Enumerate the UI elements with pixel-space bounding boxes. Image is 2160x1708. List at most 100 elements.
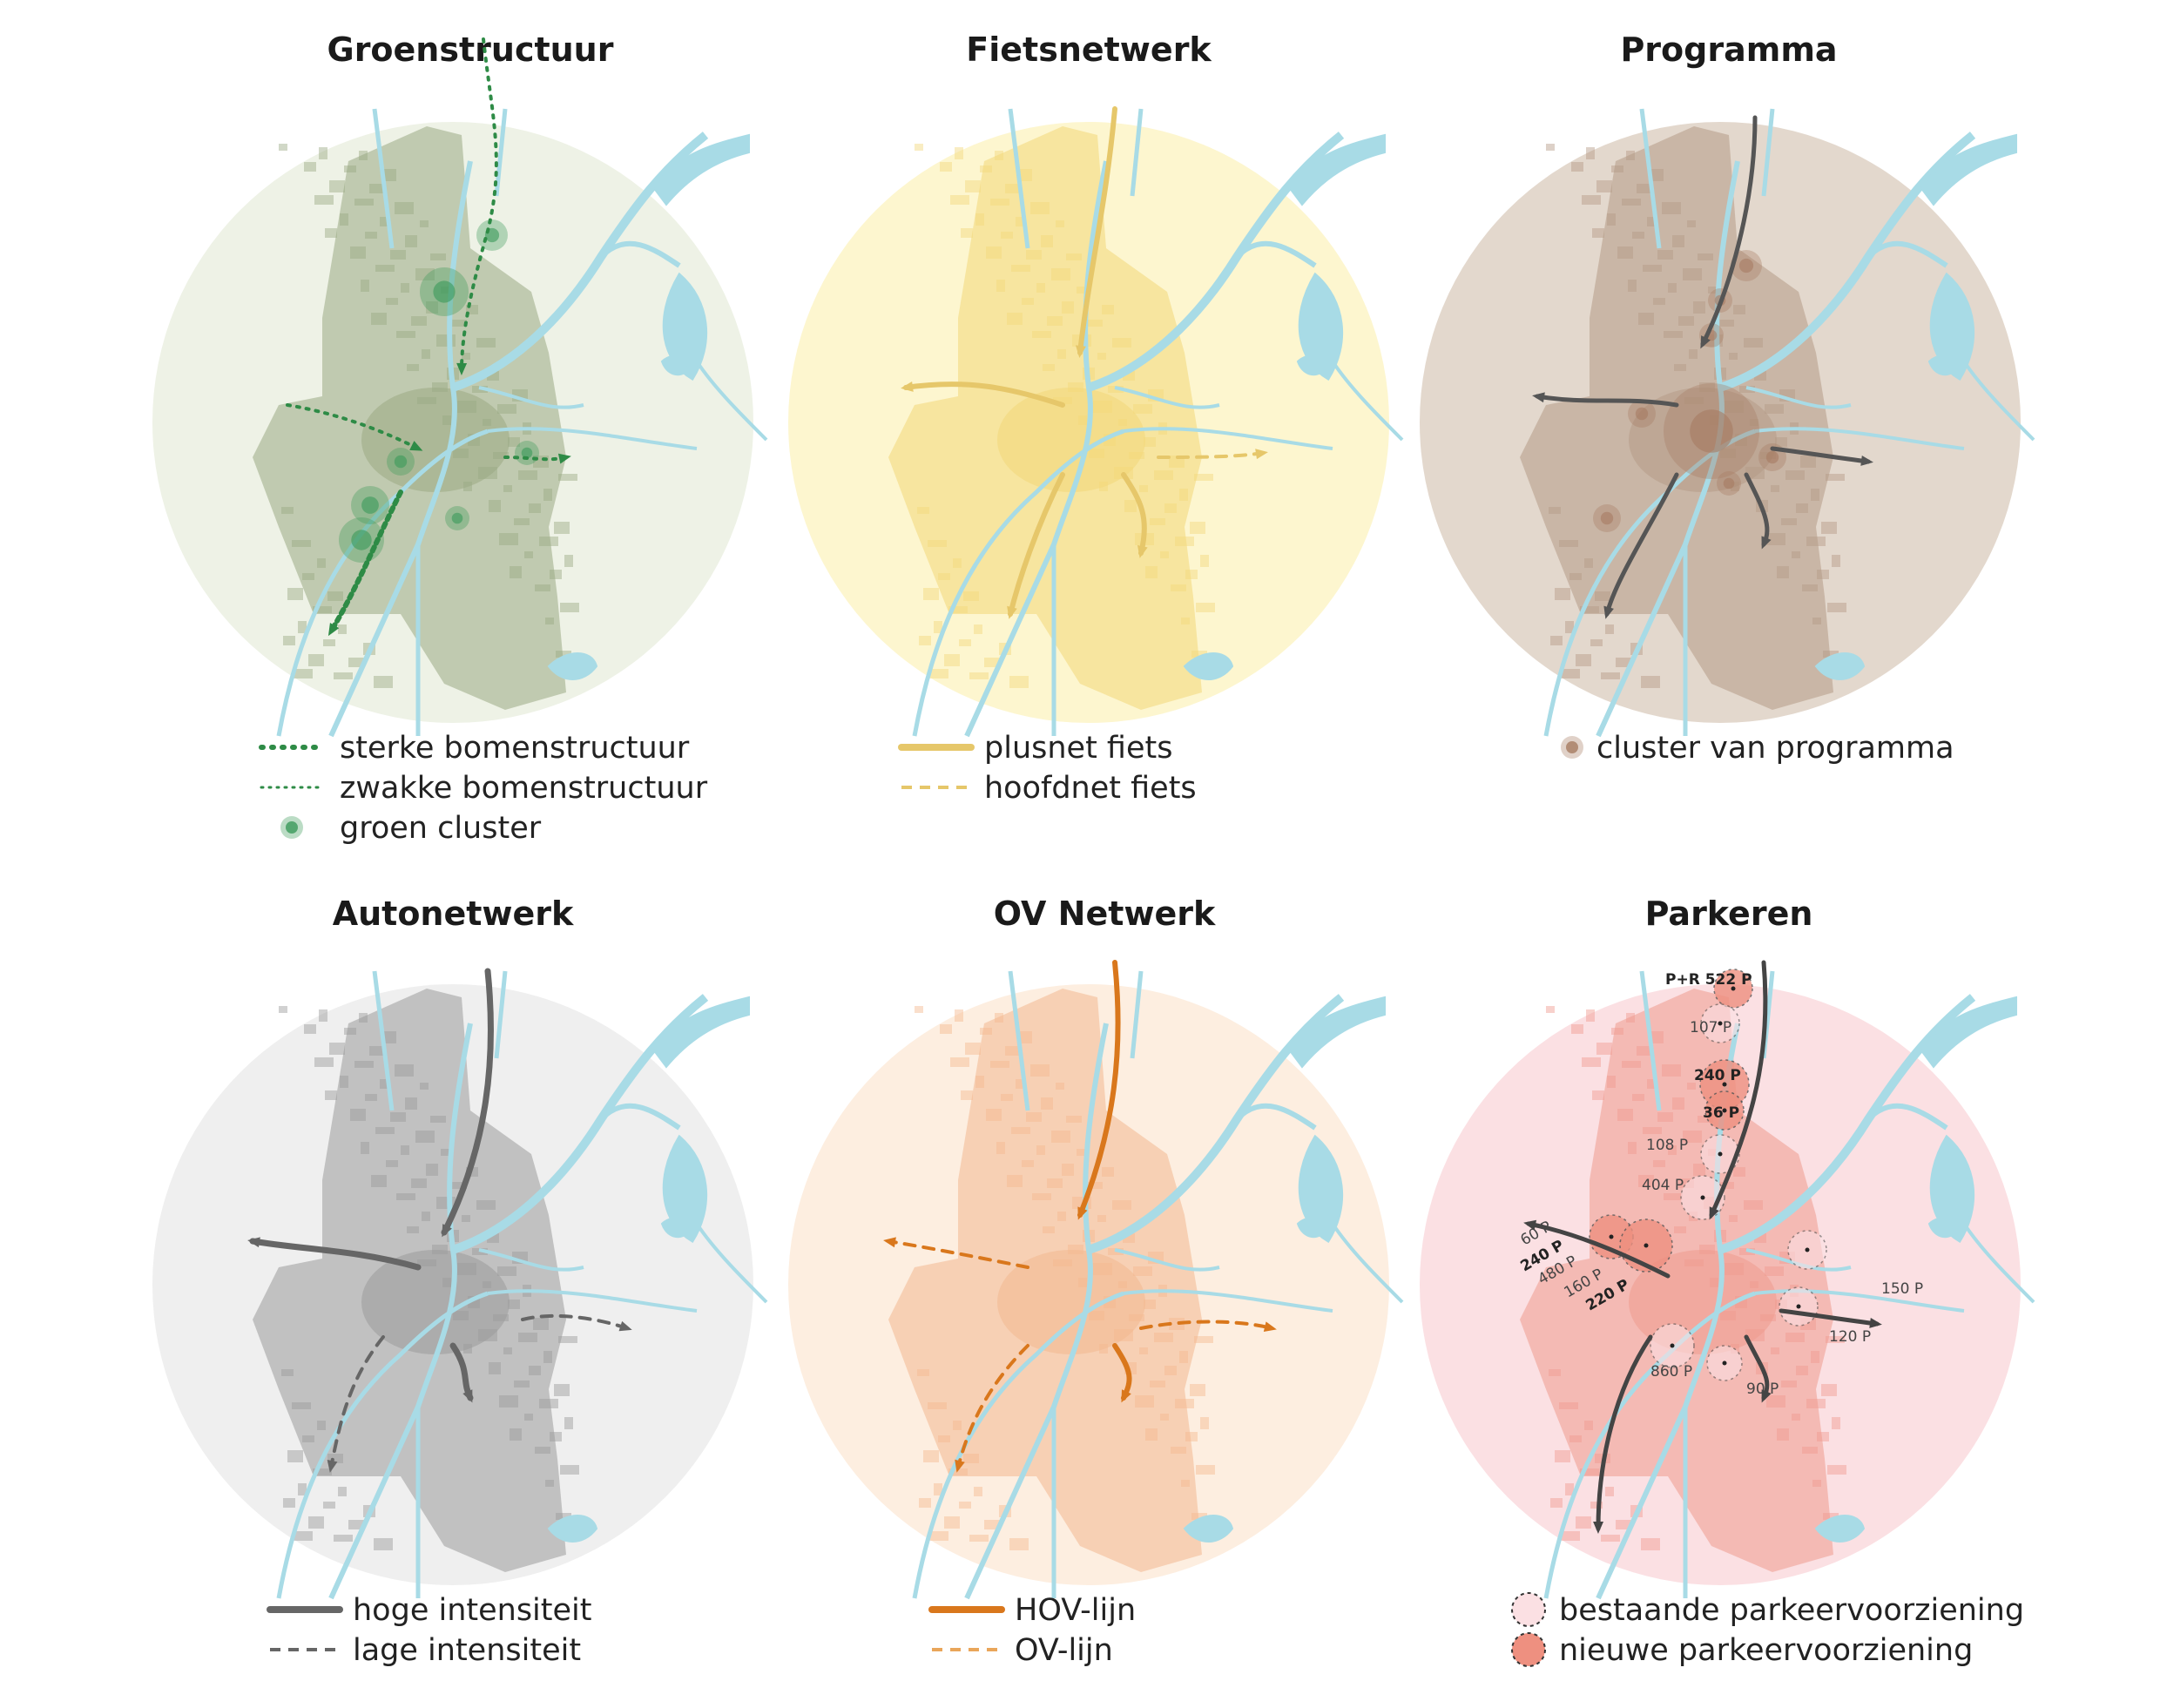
panel-legend: bestaande parkeervoorziening nieuwe parke…	[1511, 1592, 2024, 1668]
parking-capacity-label: 120 P	[1829, 1328, 1871, 1346]
arrow-head-icon	[1121, 1389, 1131, 1403]
panel-legend: plusnet fiets hoofdnet fiets	[898, 731, 1197, 806]
arrow-head-icon	[462, 1389, 473, 1403]
arrow-head-icon	[456, 362, 468, 375]
route-line	[1007, 472, 1065, 619]
route-line	[1121, 472, 1148, 558]
route-line	[247, 1237, 422, 1271]
parking-capacity-label: 107 P	[1690, 1019, 1731, 1036]
arrow-head-icon	[1761, 1389, 1772, 1403]
parking-capacity-label: 150 P	[1881, 1280, 1923, 1298]
parking-capacity-label: 404 P	[1642, 1177, 1684, 1194]
parking-capacity-label: P+R 522 P	[1665, 971, 1752, 989]
panel-parkeren: Parkeren bestaande parkeervoorziening nieu…	[1420, 895, 2034, 1668]
route-line	[1139, 1320, 1277, 1333]
route-line	[1603, 472, 1679, 619]
legend-label: bestaande parkeervoorziening	[1559, 1593, 2024, 1628]
parking-capacity-label: 36 P	[1703, 1104, 1739, 1122]
panel-title: Parkeren	[1645, 895, 1813, 933]
panel-legend: hoge intensiteit lage intensiteit	[267, 1593, 591, 1668]
legend-symbol-brown-cluster-dot-icon	[1561, 736, 1583, 759]
panel-title: Fietsnetwerk	[966, 30, 1212, 69]
route-line	[1532, 392, 1679, 408]
route-line	[1700, 115, 1758, 349]
parking-capacity-label: 860 P	[1650, 1363, 1692, 1381]
panel-programma: Programma cluster van programma	[1420, 30, 2034, 766]
legend-label: plusnet fiets	[984, 731, 1172, 766]
legend-label: HOV-lijn	[1015, 1593, 1136, 1628]
parking-capacity-label: 108 P	[1646, 1137, 1688, 1154]
arrow-head-icon	[1523, 1219, 1537, 1231]
arrow-head-icon	[1263, 1321, 1277, 1333]
panel-ov-netwerk: OV Netwerk HOV-lijn OV-lijn	[788, 895, 1402, 1668]
arrow-head-icon	[557, 453, 571, 464]
route-line	[1593, 1334, 1653, 1534]
arrow-head-icon	[1603, 605, 1614, 619]
arrow-head-icon	[1077, 1206, 1088, 1220]
route-line	[1157, 449, 1268, 460]
panel-legend: cluster van programma	[1561, 731, 1954, 766]
route-line	[441, 968, 494, 1238]
arrow-head-icon	[247, 1237, 260, 1248]
arrow-head-icon	[1137, 544, 1148, 558]
legend-label: lage intensiteit	[353, 1633, 581, 1668]
panel-title: OV Netwerk	[994, 895, 1216, 933]
route-line	[1744, 472, 1772, 550]
arrow-head-icon	[1860, 456, 1873, 466]
legend-label: hoge intensiteit	[353, 1593, 591, 1628]
panel-legend: HOV-lijn OV-lijn	[928, 1593, 1136, 1668]
panel-fietsnetwerk: Fietsnetwerk plusnet fiets hoofdnet fiets	[788, 30, 1402, 806]
route-line	[1709, 960, 1768, 1220]
legend-label: groen cluster	[340, 811, 542, 846]
panel-legend: sterke bomenstructuur zwakke bomenstructu…	[259, 731, 708, 846]
route-line	[901, 381, 1065, 408]
arrow-head-icon	[327, 623, 340, 637]
arrow-head-icon	[1532, 392, 1545, 403]
parking-capacity-label: 90 P	[1746, 1381, 1779, 1398]
panel-groenstructuur: Groenstructuur sterke bomenstructuur zwakk…	[152, 30, 766, 846]
panel-title: Autonetwerk	[333, 895, 574, 933]
arrow-head-icon	[1593, 1521, 1604, 1534]
legend-label: nieuwe parkeervoorziening	[1559, 1633, 1973, 1668]
panel-title: Programma	[1620, 30, 1837, 69]
arrow-head-icon	[618, 1320, 632, 1332]
arrow-head-icon	[327, 1459, 338, 1473]
route-line	[449, 1342, 474, 1403]
arrow-head-icon	[1761, 536, 1772, 550]
route-line	[955, 1344, 1029, 1473]
route-line	[1523, 1219, 1671, 1279]
arrow-head-icon	[1869, 1318, 1882, 1328]
arrow-head-icon	[955, 1459, 965, 1473]
route-line	[456, 37, 498, 375]
route-line	[521, 1313, 632, 1332]
parking-capacity-label: 240 P	[1694, 1067, 1741, 1084]
legend-label: sterke bomenstructuur	[340, 731, 690, 766]
route-line	[1112, 1343, 1132, 1403]
arrow-head-icon	[901, 381, 914, 392]
legend-label: zwakke bomenstructuur	[340, 771, 708, 806]
route-line	[327, 489, 403, 637]
legend-label: hoofdnet fiets	[984, 771, 1197, 806]
arrow-head-icon	[1700, 335, 1711, 349]
arrow-head-icon	[1007, 605, 1017, 619]
legend-label: OV-lijn	[1015, 1633, 1113, 1668]
arrow-head-icon	[1709, 1206, 1719, 1220]
route-line	[1779, 1308, 1882, 1328]
arrow-head-icon	[442, 1224, 452, 1238]
arrow-head-icon	[409, 441, 423, 451]
route-line	[503, 453, 571, 464]
legend-symbol-new-parking-circle-icon	[1511, 1632, 1546, 1667]
panel-title: Groenstructuur	[327, 30, 614, 69]
arrow-head-icon	[883, 1237, 896, 1248]
city-footprint	[888, 989, 1215, 1572]
route-line	[1744, 1334, 1772, 1403]
route-line	[883, 1237, 1029, 1269]
route-line	[1770, 446, 1873, 466]
legend-symbol-green-cluster-dot-icon	[280, 816, 303, 839]
arrow-head-icon	[1255, 449, 1268, 460]
panel-autonetwerk: Autonetwerk hoge intensiteit lage intensit…	[152, 895, 766, 1668]
legend-label: cluster van programma	[1596, 731, 1954, 766]
route-line	[1077, 960, 1121, 1220]
route-line	[1075, 106, 1117, 358]
